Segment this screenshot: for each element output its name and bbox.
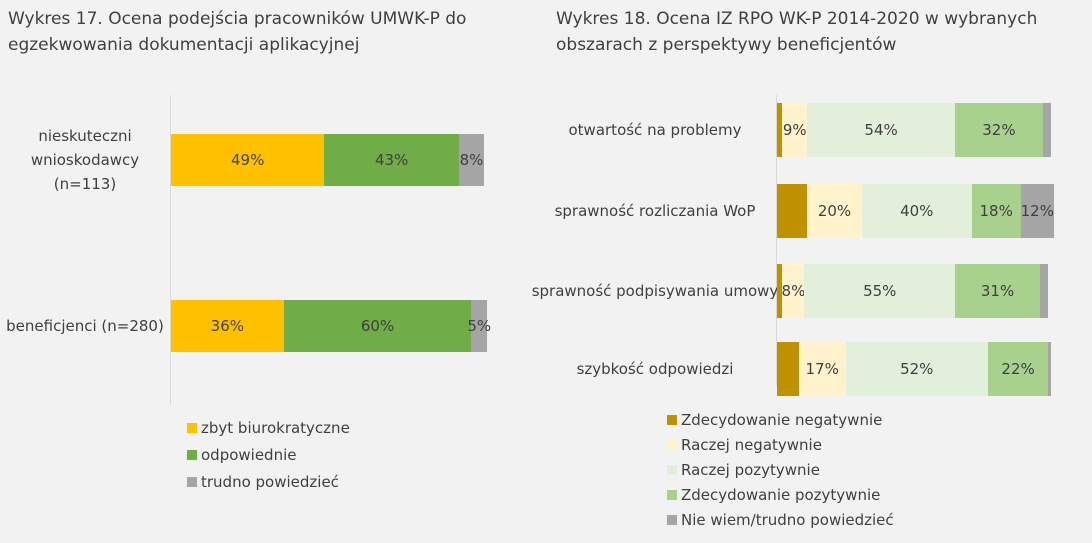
legend-label: Raczej pozytywnie [681,461,820,479]
category-label: otwartość na problemy [568,121,742,139]
bar-segment [1048,342,1051,396]
axis-line [776,95,777,385]
bar-segment [777,103,783,157]
bar-segment [861,184,972,238]
value-label: 18% [979,202,1013,220]
legend-label: trudno powiedzieć [201,473,339,491]
bar-segment [782,264,805,318]
legend-label: Raczej negatywnie [681,436,822,454]
bar-segment [777,184,808,238]
legend-swatch [667,415,677,425]
bar-segment [171,300,284,352]
category-label: szybkość odpowiedzi [576,360,734,378]
bar-segment [782,103,808,157]
legend-swatch [187,477,197,487]
value-label: 43% [374,151,409,169]
bar-segment [807,184,862,238]
legend-label: Zdecydowanie negatywnie [681,411,883,429]
value-label: 49% [231,151,265,169]
bar-segment [171,134,325,186]
value-label: 55% [863,282,897,300]
value-label: 8% [781,282,806,300]
legend-swatch [667,515,677,525]
legend-item: odpowiednie [187,445,297,465]
legend-item: zbyt biurokratyczne [187,418,350,438]
bar-segment [987,342,1049,396]
bar-segment [1040,264,1049,318]
legend-swatch [667,465,677,475]
bar-segment [777,342,799,396]
legend-item: Nie wiem/trudno powiedzieć [667,510,894,530]
chart-title: Wykres 18. Ocena IZ RPO WK-P 2014-2020 w… [556,9,1038,55]
bar-segment [1020,184,1054,238]
legend-swatch [667,490,677,500]
legend-swatch [187,423,197,433]
bar-segment [283,300,472,352]
bar-segment [1042,103,1051,157]
legend-label: zbyt biurokratyczne [201,419,350,437]
value-label: 17% [805,360,839,378]
bar-segment [955,103,1043,157]
value-label: 22% [1001,360,1035,378]
value-label: 8% [459,151,484,169]
value-label: 32% [982,121,1016,139]
legend-label: odpowiednie [201,446,297,464]
value-label: 31% [980,282,1015,300]
value-label: 54% [864,121,898,139]
legend-item: Zdecydowanie negatywnie [667,410,882,430]
bar-segment [807,103,956,157]
bar-segment [955,264,1041,318]
value-label: 60% [360,317,395,335]
legend-swatch [187,450,197,460]
bar-segment [458,134,484,186]
value-label: 36% [210,317,244,335]
legend-item: trudno powiedzieć [187,472,339,492]
value-label: 12% [1020,202,1054,220]
value-label: 52% [900,360,934,378]
legend-item: Raczej negatywnie [667,435,822,455]
legend-item: Zdecydowanie pozytywnie [667,485,880,505]
value-label: 9% [782,121,807,139]
legend-label: Zdecydowanie pozytywnie [681,486,881,504]
legend-swatch [667,440,677,450]
category-label: sprawność rozliczania WoP [554,202,756,220]
bar-segment [845,342,988,396]
bar-segment [798,342,846,396]
bar-segment [777,264,783,318]
value-label: 40% [900,202,934,220]
value-label: 20% [817,202,852,220]
category-label: nieskuteczni wnioskodawcy (n=113) [30,127,140,193]
bar-segment [324,134,459,186]
category-label: beneficjenci (n=280) [6,317,164,335]
category-label: sprawność podpisywania umowy [531,282,779,300]
chart-title: Wykres 17. Ocena podejścia pracowników U… [8,9,467,55]
axis-line [170,95,171,405]
legend-item: Raczej pozytywnie [667,460,820,480]
bar-segment [971,184,1021,238]
value-label: 5% [467,317,492,335]
legend-label: Nie wiem/trudno powiedzieć [681,511,894,529]
bar-segment [471,300,488,352]
bar-segment [804,264,956,318]
